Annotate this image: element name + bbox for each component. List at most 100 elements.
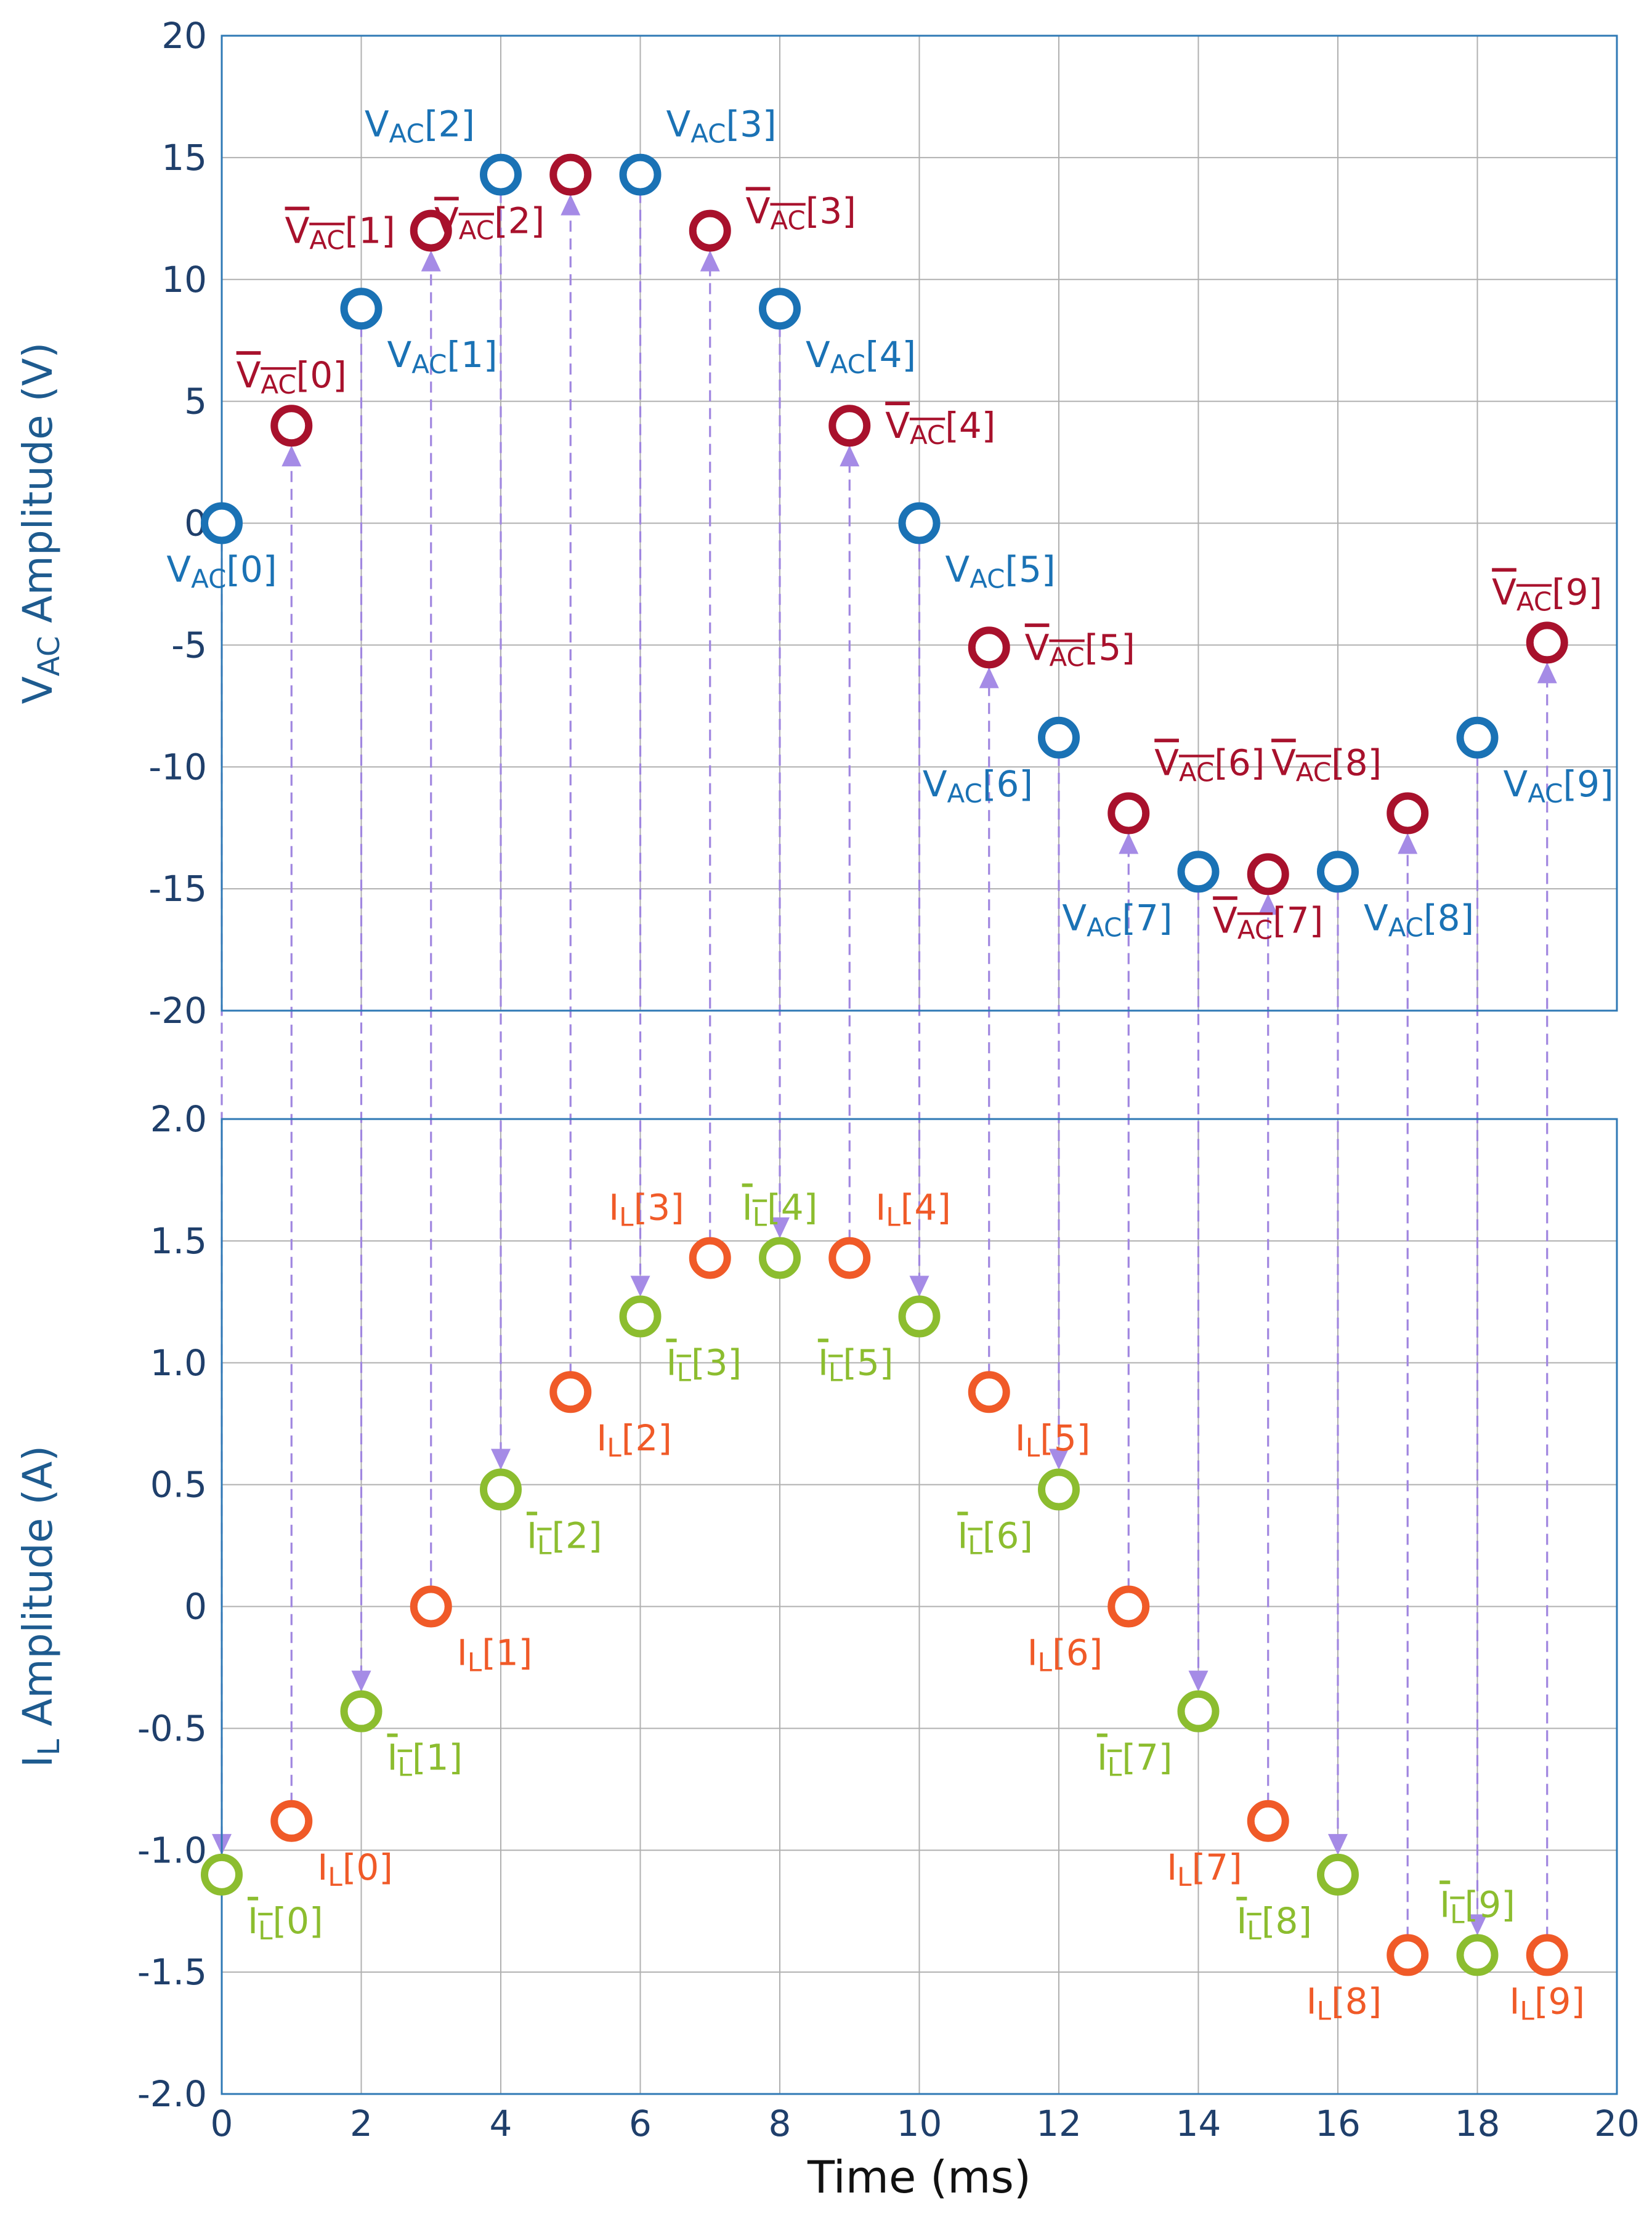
x-tick-label: 6 xyxy=(629,2103,652,2144)
data-label: VAC[5] xyxy=(945,549,1056,594)
data-point-vac xyxy=(1038,716,1080,759)
data-label: VAC[0] xyxy=(166,549,277,594)
data-point-il-pred xyxy=(1038,1468,1080,1511)
data-point-il-pred xyxy=(619,1295,662,1338)
data-point-vac xyxy=(619,153,662,196)
data-point-vac xyxy=(480,153,522,196)
plot-frame-bottom xyxy=(221,1118,1618,2095)
y-axis-label-bottom: IL Amplitude (A) xyxy=(14,1445,67,1768)
data-point-vac-pred xyxy=(270,405,313,447)
data-label: VAC[9] xyxy=(1504,763,1614,809)
data-label: IL[5] xyxy=(1015,1417,1091,1463)
connector-arrowhead xyxy=(281,445,302,467)
data-label: IL[4] xyxy=(742,1187,818,1232)
y-tick-label-top: 20 xyxy=(161,15,207,57)
data-point-il xyxy=(689,1237,731,1279)
data-label: VAC[2] xyxy=(434,200,545,246)
data-label: IL[0] xyxy=(248,1900,323,1946)
data-label: VAC[2] xyxy=(365,103,475,149)
connector-arrowhead xyxy=(561,194,581,216)
x-tick-label: 18 xyxy=(1455,2103,1500,2144)
y-tick-label-bottom: 2.0 xyxy=(150,1098,207,1140)
data-point-vac xyxy=(201,502,243,544)
data-label: IL[2] xyxy=(527,1515,602,1561)
data-label: IL[7] xyxy=(1167,1846,1242,1892)
data-label: VAC[4] xyxy=(885,405,995,450)
data-point-il-pred xyxy=(340,1690,383,1732)
data-label: IL[3] xyxy=(666,1342,742,1388)
data-label: VAC[4] xyxy=(806,334,916,379)
data-label: IL[1] xyxy=(457,1632,533,1678)
data-point-vac-pred xyxy=(1107,792,1150,835)
y-tick-label-bottom: -1.5 xyxy=(137,1951,207,1993)
data-point-vac-pred xyxy=(1526,621,1568,664)
y-tick-label-top: 15 xyxy=(161,137,207,179)
y-axis-label-top: VAC Amplitude (V) xyxy=(14,342,67,705)
y-tick-label-bottom: -1.0 xyxy=(137,1829,207,1871)
connector-arrowhead xyxy=(1119,833,1139,854)
data-label: IL[4] xyxy=(875,1187,951,1232)
y-tick-label-top: 10 xyxy=(161,259,207,301)
data-point-il xyxy=(968,1371,1010,1413)
x-tick-label: 2 xyxy=(350,2103,373,2144)
data-point-vac-pred xyxy=(828,405,871,447)
x-tick-label: 8 xyxy=(769,2103,792,2144)
x-tick-label: 10 xyxy=(897,2103,942,2144)
x-tick-label: 4 xyxy=(490,2103,512,2144)
connector-arrowhead xyxy=(979,667,999,689)
data-label: IL[6] xyxy=(1027,1632,1103,1678)
connector-arrowhead xyxy=(770,1217,790,1239)
data-label: IL[2] xyxy=(596,1417,672,1463)
connector-arrowhead xyxy=(1049,1449,1069,1470)
data-point-il xyxy=(270,1800,313,1842)
data-point-vac-pred xyxy=(689,209,731,252)
y-tick-label-bottom: 0 xyxy=(184,1586,207,1628)
y-tick-label-top: -20 xyxy=(148,990,207,1032)
data-label: VAC[8] xyxy=(1364,897,1474,942)
connector-arrowhead xyxy=(840,445,860,467)
data-point-il-pred xyxy=(1456,1934,1499,1976)
connector-arrowhead xyxy=(491,1449,511,1470)
data-label: VAC[6] xyxy=(923,763,1033,809)
data-point-il xyxy=(549,1371,592,1413)
data-point-il-pred xyxy=(480,1468,522,1511)
x-axis-label: Time (ms) xyxy=(807,2151,1031,2203)
connector-arrowhead xyxy=(1398,833,1418,854)
connector-arrowhead xyxy=(630,1275,650,1297)
data-label: VAC[8] xyxy=(1271,742,1382,787)
data-label: IL[8] xyxy=(1306,1980,1382,2026)
x-tick-label: 12 xyxy=(1036,2103,1082,2144)
data-point-il xyxy=(410,1585,452,1628)
data-label: VAC[7] xyxy=(1213,899,1323,945)
data-point-vac xyxy=(898,502,941,544)
data-label: IL[8] xyxy=(1236,1900,1312,1946)
connector-arrowhead xyxy=(909,1275,929,1297)
y-tick-label-top: -15 xyxy=(148,868,207,910)
data-point-vac-pred xyxy=(1247,853,1289,895)
y-tick-label-top: 5 xyxy=(184,381,207,422)
y-tick-label-top: -10 xyxy=(148,746,207,788)
data-point-vac xyxy=(759,288,801,330)
data-point-vac xyxy=(340,288,383,330)
data-point-vac-pred xyxy=(410,209,452,252)
data-label: IL[6] xyxy=(957,1515,1033,1561)
data-point-il xyxy=(1107,1585,1150,1628)
data-point-vac-pred xyxy=(549,153,592,196)
data-label: VAC[6] xyxy=(1154,742,1265,787)
y-tick-label-bottom: 0.5 xyxy=(150,1464,207,1506)
connector-arrowhead xyxy=(1188,1670,1209,1692)
x-tick-label: 20 xyxy=(1594,2103,1640,2144)
data-label: IL[0] xyxy=(317,1846,393,1892)
connector-arrowhead xyxy=(421,250,441,272)
x-tick-label: 16 xyxy=(1315,2103,1361,2144)
connector-arrowhead xyxy=(1537,662,1557,684)
data-label: IL[9] xyxy=(1439,1883,1515,1929)
connector-arrowhead xyxy=(1328,1833,1348,1855)
data-label: VAC[1] xyxy=(285,210,395,256)
x-tick-label: 14 xyxy=(1176,2103,1221,2144)
data-label: IL[1] xyxy=(387,1737,463,1782)
y-tick-label-bottom: 1.5 xyxy=(150,1220,207,1262)
connector-arrowhead xyxy=(1258,894,1278,915)
